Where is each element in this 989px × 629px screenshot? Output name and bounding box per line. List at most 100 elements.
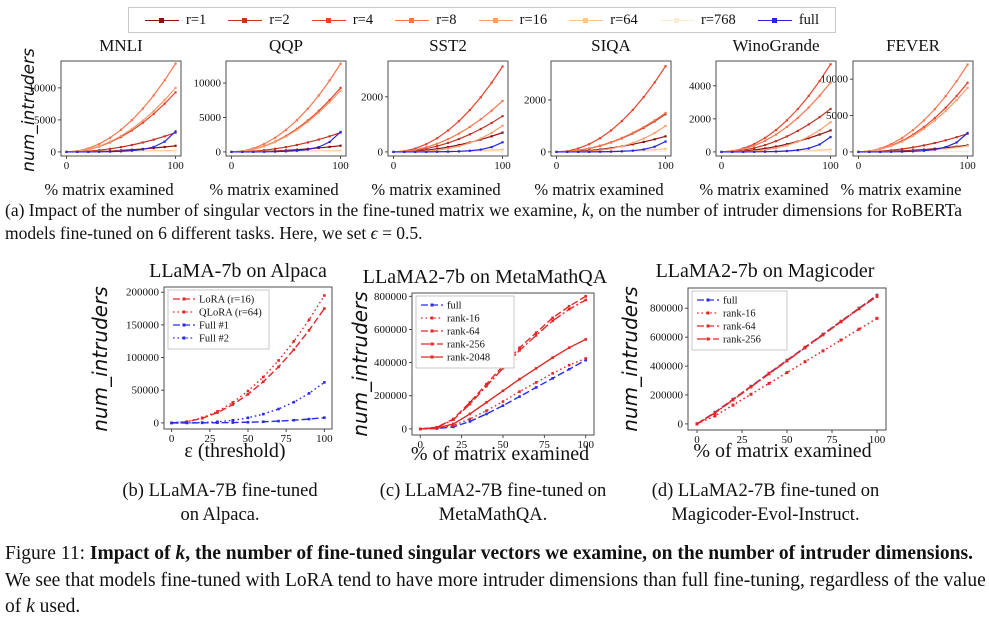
chart-title-siqa: SIQA [591, 36, 631, 55]
caption-d: (d) LLaMA2-7B fine-tuned on Magicoder-Ev… [618, 479, 913, 528]
svg-text:0: 0 [694, 434, 700, 446]
y-axis-label-alpaca: num_intruders [88, 286, 112, 432]
caption-segment: used. [34, 596, 81, 618]
svg-text:2000: 2000 [361, 91, 384, 103]
svg-text:200000: 200000 [650, 389, 684, 401]
chart-block-mnli: MNLI 0 100 0 5000 10000 % matrix examined [25, 36, 187, 200]
svg-text:400000: 400000 [650, 361, 684, 373]
chart-block-qqp: QQP 0 100 0 5000 10000 % matrix examined [190, 36, 352, 200]
x-axis-label-alpaca: ε (threshold) [184, 440, 286, 462]
x-axis-label-metamath: % of matrix examined [410, 443, 590, 465]
legend-item-r8: r=8 [395, 12, 456, 29]
svg-text:0: 0 [378, 146, 384, 158]
svg-text:rank-64: rank-64 [447, 327, 480, 338]
svg-text:10000: 10000 [821, 74, 849, 86]
caption-segment: , on the number of intruder dimensions f… [5, 200, 963, 244]
svg-text:100: 100 [822, 160, 839, 172]
svg-text:0: 0 [216, 146, 222, 158]
x-axis-label-sst2: % matrix examined [371, 180, 501, 199]
caption-b: (b) LLaMA-7B fine-tuned on Alpaca. [85, 479, 355, 528]
caption-segment: , the number of fine-tuned singular vect… [185, 543, 973, 564]
legend-label: r=64 [610, 11, 638, 28]
svg-text:0: 0 [169, 433, 175, 445]
top-row-legend: r=1 r=2 r=4 r=8 r=16 r=64 r=768 full [128, 7, 836, 33]
svg-text:50: 50 [243, 433, 255, 445]
svg-text:0: 0 [418, 439, 424, 451]
legend-line-sample [395, 17, 430, 23]
svg-text:full: full [447, 301, 462, 312]
legend-marker [325, 17, 331, 23]
caption-segment: = 0.5. [377, 223, 423, 244]
svg-text:0: 0 [541, 146, 547, 158]
svg-text:0: 0 [391, 160, 397, 172]
legend-marker [409, 17, 415, 23]
legend-item-r768: r=768 [659, 11, 736, 29]
caption-segment: Impact of [89, 543, 176, 564]
chart-block-sst2: SST2 0 100 0 2000 % matrix examined [352, 36, 514, 200]
svg-text:LoRA (r=16): LoRA (r=16) [199, 295, 255, 306]
svg-text:rank-64: rank-64 [723, 322, 756, 333]
svg-text:rank-2048: rank-2048 [447, 353, 490, 364]
svg-text:0: 0 [64, 160, 70, 172]
svg-text:0: 0 [554, 160, 560, 172]
svg-text:4000: 4000 [689, 80, 712, 92]
chart-fever: 0 100 0 5000 10000 [817, 56, 979, 179]
legend-label: r=8 [436, 11, 457, 28]
caption-segment: k [175, 543, 186, 564]
legend-line-sample [757, 17, 792, 23]
svg-text:rank-16: rank-16 [447, 314, 480, 325]
svg-text:25: 25 [737, 434, 749, 446]
legend-label: r=1 [186, 11, 207, 28]
chart-magicoder: 0 25 50 75 100 0 200000 400000 600000 800000 full r… [626, 284, 894, 455]
svg-text:150000: 150000 [126, 319, 160, 331]
chart-siqa: 0 100 0 2000 [515, 56, 677, 179]
svg-text:0: 0 [719, 160, 725, 172]
chart-svg-qqp: 0 100 0 5000 10000 [194, 60, 349, 172]
legend-marker [242, 17, 248, 23]
svg-text:50: 50 [782, 434, 794, 446]
caption-c-line2: MetaMathQA. [438, 505, 548, 526]
caption-b-line2: on Alpaca. [180, 505, 260, 526]
legend-label: r=16 [519, 11, 548, 28]
svg-text:100: 100 [577, 439, 594, 451]
legend-item-r64: r=64 [569, 12, 638, 29]
legend-marker [771, 17, 777, 23]
legend-item-r4: r=4 [311, 11, 374, 29]
caption-segment: k [581, 200, 590, 220]
chart-mnli: 0 100 0 5000 10000 [25, 56, 187, 179]
chart-block-siqa: SIQA 0 100 0 2000 % matrix examined [515, 36, 677, 200]
legend-marker [673, 17, 679, 23]
chart-title-fever: FEVER [886, 36, 940, 55]
caption-d-line2: Magicoder-Evol-Instruct. [671, 505, 860, 526]
svg-text:QLoRA (r=64): QLoRA (r=64) [199, 308, 262, 319]
svg-text:rank-256: rank-256 [447, 340, 485, 351]
svg-text:5000: 5000 [826, 110, 849, 122]
chart-metamath: 0 25 50 75 100 0 200000 400000 600000 800000 full r… [352, 289, 604, 460]
svg-text:200000: 200000 [374, 390, 408, 402]
svg-text:600000: 600000 [650, 332, 684, 344]
chart-svg-fever: 0 100 0 5000 10000 [821, 60, 976, 172]
chart-title-qqp: QQP [268, 36, 303, 55]
legend-line-sample [145, 17, 179, 23]
legend-label: r=768 [700, 11, 736, 28]
legend-line-sample [311, 17, 346, 23]
legend-label: r=4 [352, 11, 374, 28]
svg-text:0: 0 [402, 423, 408, 435]
svg-text:100: 100 [657, 160, 674, 172]
legend-item-r16: r=16 [478, 11, 548, 29]
x-axis-label-fever: % matrix examine [840, 180, 962, 199]
x-axis-label-siqa: % matrix examined [534, 180, 664, 199]
svg-text:rank-16: rank-16 [723, 309, 756, 320]
svg-text:100: 100 [167, 160, 184, 172]
svg-text:0: 0 [856, 160, 862, 172]
chart-title-metamath: LLaMA2-7b on MetaMathQA [362, 266, 608, 288]
svg-text:25: 25 [456, 439, 468, 451]
caption-c: (c) LLaMA2-7B fine-tuned on MetaMathQA. [368, 479, 618, 528]
caption-a: (a) Impact of the number of singular vec… [5, 199, 986, 245]
chart-winogrande: 0 100 0 2000 4000 [680, 56, 842, 179]
svg-text:rank-256: rank-256 [723, 335, 761, 346]
svg-text:10000: 10000 [29, 82, 57, 94]
